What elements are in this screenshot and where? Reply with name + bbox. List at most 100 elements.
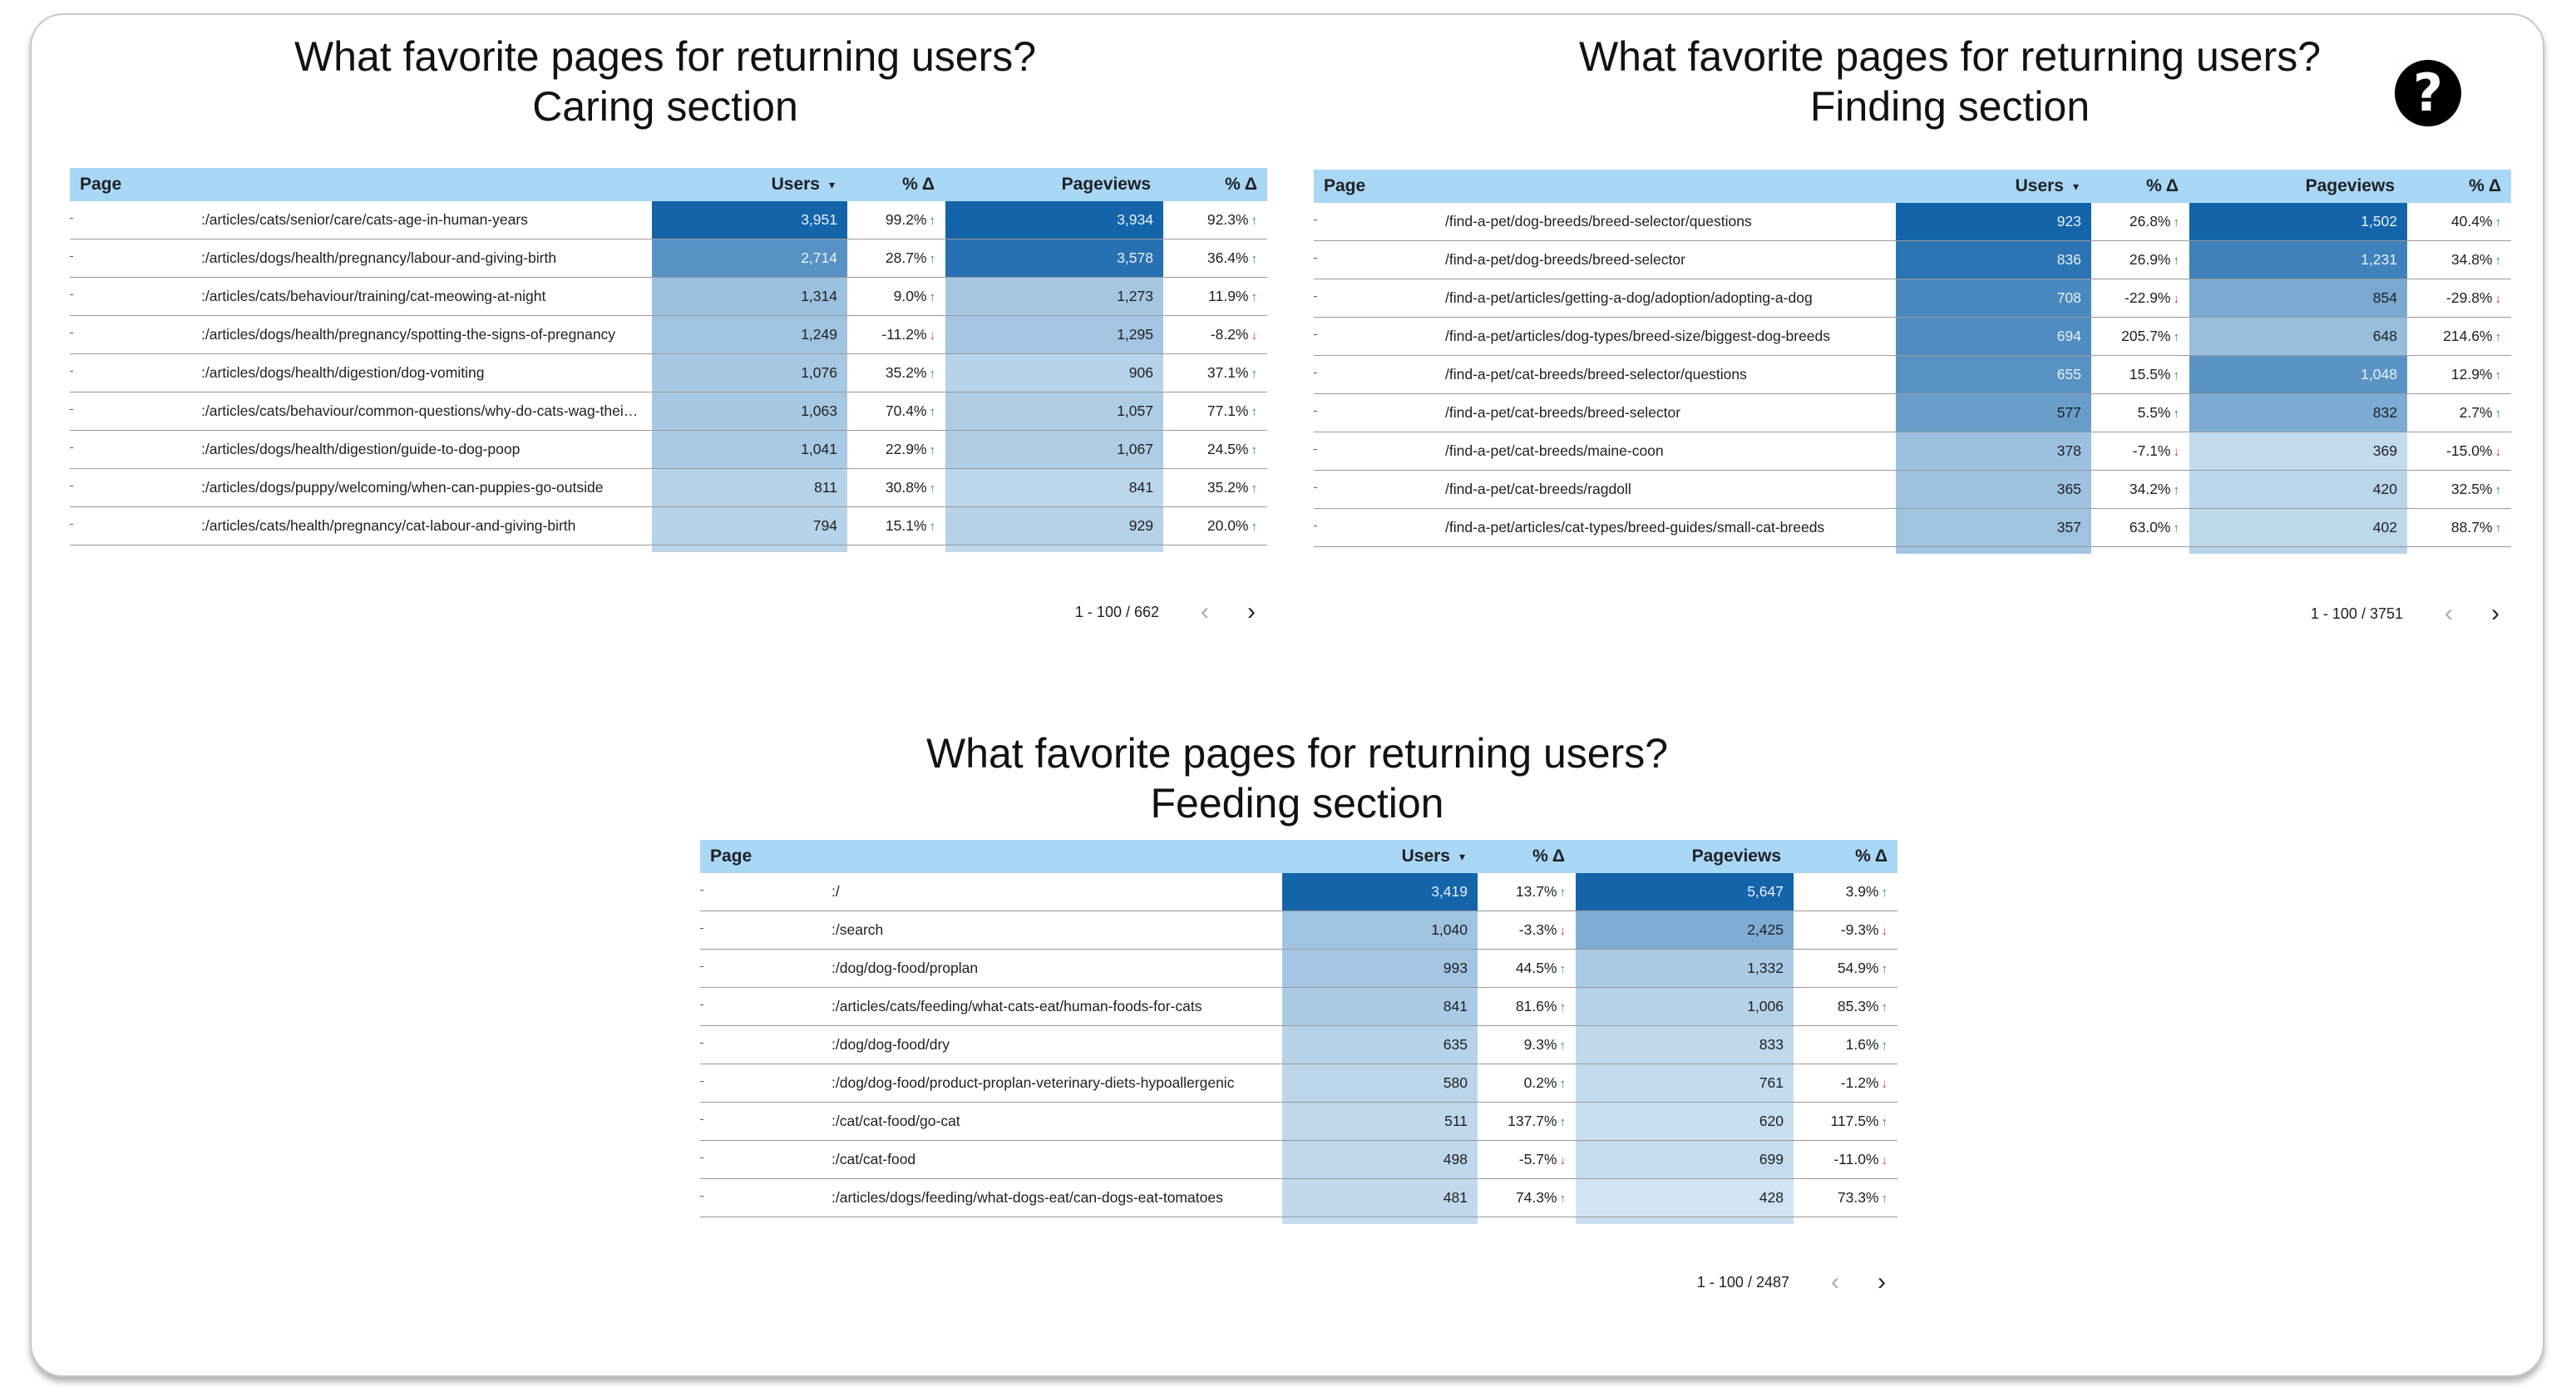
table-row[interactable]: :/articles/cats/feeding/what-cats-eat/hu… bbox=[700, 988, 1897, 1026]
users-delta-cell: 13.8%↑ bbox=[847, 545, 945, 552]
table-row[interactable]: :/dog/dog-food/dry 635 9.3% ↑ 833 1.6% ↑ bbox=[700, 1026, 1897, 1064]
column-header-pageviews-delta[interactable]: % Δ bbox=[2469, 176, 2501, 195]
page-path-cell[interactable]: :/search bbox=[832, 921, 884, 938]
page-path-cell[interactable]: /find-a-pet bbox=[1445, 547, 1886, 554]
chevron-left-icon[interactable]: ‹ bbox=[1201, 598, 1209, 625]
table-row[interactable]: :/3,419 13.7% ↑ 5,647 3.9% ↑ bbox=[700, 873, 1897, 911]
page-path-cell[interactable]: :/articles/dogs/puppy/health/puppy-first… bbox=[201, 545, 642, 552]
column-header-users-delta[interactable]: % Δ bbox=[902, 175, 935, 194]
table-row[interactable]: :/articles/cats/behaviour/common-questio… bbox=[70, 392, 1267, 431]
column-header-pageviews-delta[interactable]: % Δ bbox=[1855, 847, 1888, 866]
page-path-cell[interactable]: /find-a-pet/articles/dog-types/breed-siz… bbox=[1445, 328, 1831, 344]
page-path-cell[interactable]: :/ bbox=[832, 883, 840, 900]
table-row[interactable]: :/articles/dogs/health/digestion/guide-t… bbox=[70, 431, 1267, 469]
table-row[interactable]: :/articles/dogs/feeding/what-dogs-eat/ca… bbox=[700, 1179, 1897, 1217]
users-cell: 811 bbox=[652, 469, 847, 506]
column-header-page[interactable]: Page bbox=[1324, 176, 1366, 195]
table-row[interactable]: :/articles/dogs/puppy/welcoming/when-can… bbox=[70, 469, 1267, 507]
table-row[interactable]: :/cat/cat-food/wet 4633.6%↑6003.8%↑ bbox=[700, 1217, 1897, 1224]
column-header-pageviews[interactable]: Pageviews bbox=[1691, 847, 1781, 866]
column-header-users[interactable]: Users bbox=[2015, 176, 2064, 195]
table-row[interactable]: :/articles/cats/senior/care/cats-age-in-… bbox=[70, 201, 1267, 239]
chevron-right-icon[interactable]: › bbox=[1878, 1268, 1886, 1296]
column-header-pageviews-delta[interactable]: % Δ bbox=[1225, 175, 1257, 194]
page-path-cell[interactable]: /find-a-pet/cat-breeds/breed-selector bbox=[1445, 404, 1681, 421]
page-path-cell[interactable]: :/dog/dog-food/proplan bbox=[832, 960, 979, 976]
table-row[interactable]: :/articles/dogs/health/pregnancy/labour-… bbox=[70, 239, 1267, 278]
page-path-cell[interactable]: :/articles/cats/behaviour/common-questio… bbox=[201, 402, 642, 419]
delta-value: 36.4% bbox=[1207, 249, 1249, 266]
feeding-pager: 1 - 100 / 2487 ‹ › bbox=[700, 1257, 1897, 1307]
chevron-left-icon[interactable]: ‹ bbox=[1831, 1268, 1839, 1296]
chevron-left-icon[interactable]: ‹ bbox=[2445, 600, 2453, 627]
table-row[interactable]: :/cat/cat-food/go-cat 511 137.7% ↑ 620 117.5%… bbox=[700, 1103, 1897, 1141]
chevron-right-icon[interactable]: › bbox=[2491, 600, 2500, 627]
table-row[interactable]: /find-a-pet/articles/cat-types/breed-gui… bbox=[1314, 509, 2511, 547]
page-path-cell[interactable]: /find-a-pet/articles/cat-types/breed-gui… bbox=[1445, 519, 1825, 536]
table-row[interactable]: /find-a-pet/cat-breeds/breed-selector 577… bbox=[1314, 394, 2511, 432]
column-header-page[interactable]: Page bbox=[80, 175, 122, 194]
pageviews-delta-cell: 88.7% ↑ bbox=[2407, 509, 2511, 546]
table-row[interactable]: /find-a-pet 339-10.6%↓432-16.3%↓ bbox=[1314, 547, 2511, 554]
column-header-users-delta[interactable]: % Δ bbox=[2146, 176, 2179, 195]
table-row[interactable]: /find-a-pet/dog-breeds/breed-selector 836… bbox=[1314, 241, 2511, 279]
arrow-up-icon: ↑ bbox=[2173, 330, 2180, 344]
table-row[interactable]: :/articles/dogs/health/pregnancy/spottin… bbox=[70, 316, 1267, 354]
page-path-cell[interactable]: :/cat/cat-food bbox=[832, 1151, 916, 1167]
column-header-pageviews[interactable]: Pageviews bbox=[1061, 175, 1151, 194]
page-path-cell[interactable]: :/articles/cats/behaviour/training/cat-m… bbox=[201, 288, 546, 304]
column-header-users[interactable]: Users bbox=[771, 175, 820, 194]
table-row[interactable]: :/articles/dogs/health/digestion/dog-vom… bbox=[70, 354, 1267, 392]
table-row[interactable]: :/articles/dogs/puppy/health/puppy-first… bbox=[70, 545, 1267, 552]
table-row[interactable]: :/search 1,040 -3.3% ↓ 2,425 -9.3% ↓ bbox=[700, 911, 1897, 950]
help-button[interactable]: ? bbox=[2395, 60, 2463, 128]
page-path-cell[interactable]: /find-a-pet/dog-breeds/breed-selector/qu… bbox=[1445, 213, 1752, 230]
pageviews-cell: 402 bbox=[2189, 509, 2407, 546]
table-row[interactable]: :/cat/cat-food 498 -5.7% ↓ 699 -11.0% ↓ bbox=[700, 1141, 1897, 1179]
page-path-cell[interactable]: :/articles/dogs/health/pregnancy/spottin… bbox=[201, 326, 616, 343]
users-delta-cell: 34.2% ↑ bbox=[2091, 471, 2189, 508]
page-path-cell[interactable]: /find-a-pet/cat-breeds/ragdoll bbox=[1445, 481, 1631, 497]
delta-value: 30.8% bbox=[885, 479, 927, 496]
table-row[interactable]: /find-a-pet/dog-breeds/breed-selector/qu… bbox=[1314, 203, 2511, 241]
page-path-cell[interactable]: /find-a-pet/articles/getting-a-dog/adopt… bbox=[1445, 289, 1813, 306]
table-row[interactable]: /find-a-pet/cat-breeds/maine-coon 378 -7.1… bbox=[1314, 432, 2511, 471]
title-subline: Caring section bbox=[532, 83, 798, 130]
table-row[interactable]: /find-a-pet/cat-breeds/breed-selector/qu… bbox=[1314, 356, 2511, 394]
page-path-cell[interactable]: :/articles/cats/health/pregnancy/cat-lab… bbox=[201, 517, 576, 534]
page-path-cell[interactable]: :/articles/dogs/feeding/what-dogs-eat/ca… bbox=[832, 1189, 1223, 1206]
page-path-cell[interactable]: :/articles/cats/feeding/what-cats-eat/hu… bbox=[832, 998, 1202, 1014]
sort-desc-icon[interactable]: ▾ bbox=[828, 178, 835, 191]
page-path-cell[interactable]: :/dog/dog-food/dry bbox=[832, 1036, 950, 1053]
page-path-cell[interactable]: /find-a-pet/cat-breeds/maine-coon bbox=[1445, 442, 1664, 459]
page-path-cell[interactable]: :/articles/dogs/health/digestion/guide-t… bbox=[201, 441, 521, 457]
column-header-page[interactable]: Page bbox=[710, 847, 753, 866]
sort-desc-icon[interactable]: ▾ bbox=[2072, 180, 2079, 193]
table-row[interactable]: :/dog/dog-food/proplan 993 44.5% ↑ 1,332 54.9… bbox=[700, 950, 1897, 988]
page-path-cell[interactable]: :/dog/dog-food/product-proplan-veterinar… bbox=[832, 1074, 1235, 1091]
table-row[interactable]: :/articles/cats/health/pregnancy/cat-lab… bbox=[70, 507, 1267, 545]
sort-desc-icon[interactable]: ▾ bbox=[1458, 850, 1465, 863]
page-path-cell[interactable]: :/cat/cat-food/go-cat bbox=[832, 1113, 960, 1129]
delta-value: 40.4% bbox=[2450, 213, 2493, 230]
chevron-right-icon[interactable]: › bbox=[1247, 598, 1256, 625]
delta-value: 99.2% bbox=[885, 211, 927, 228]
table-row[interactable]: /find-a-pet/articles/getting-a-dog/adopt… bbox=[1314, 279, 2511, 318]
users-cell: 365 bbox=[1896, 471, 2091, 508]
page-path-cell[interactable]: /find-a-pet/cat-breeds/breed-selector/qu… bbox=[1445, 366, 1747, 383]
table-row[interactable]: /find-a-pet/articles/dog-types/breed-siz… bbox=[1314, 318, 2511, 356]
page-path-cell[interactable]: :/cat/cat-food/wet bbox=[832, 1217, 1272, 1224]
page-path-cell[interactable]: :/articles/dogs/health/digestion/dog-vom… bbox=[201, 364, 485, 381]
table-row[interactable]: /find-a-pet/cat-breeds/ragdoll 365 34.2% ↑ 4… bbox=[1314, 471, 2511, 509]
page-path-cell[interactable]: :/articles/dogs/health/pregnancy/labour-… bbox=[201, 249, 557, 266]
page-path-cell[interactable]: :/articles/cats/senior/care/cats-age-in-… bbox=[201, 211, 528, 228]
column-header-users[interactable]: Users bbox=[1401, 847, 1450, 866]
pageviews-cell: 854 bbox=[2189, 279, 2407, 317]
column-header-users-delta[interactable]: % Δ bbox=[1532, 847, 1565, 866]
arrow-up-icon: ↑ bbox=[2495, 368, 2502, 383]
column-header-pageviews[interactable]: Pageviews bbox=[2305, 176, 2395, 195]
page-path-cell[interactable]: /find-a-pet/dog-breeds/breed-selector bbox=[1445, 251, 1685, 268]
page-path-cell[interactable]: :/articles/dogs/puppy/welcoming/when-can… bbox=[201, 479, 604, 496]
table-row[interactable]: :/dog/dog-food/product-proplan-veterinar… bbox=[700, 1064, 1897, 1103]
table-row[interactable]: :/articles/cats/behaviour/training/cat-m… bbox=[70, 278, 1267, 316]
